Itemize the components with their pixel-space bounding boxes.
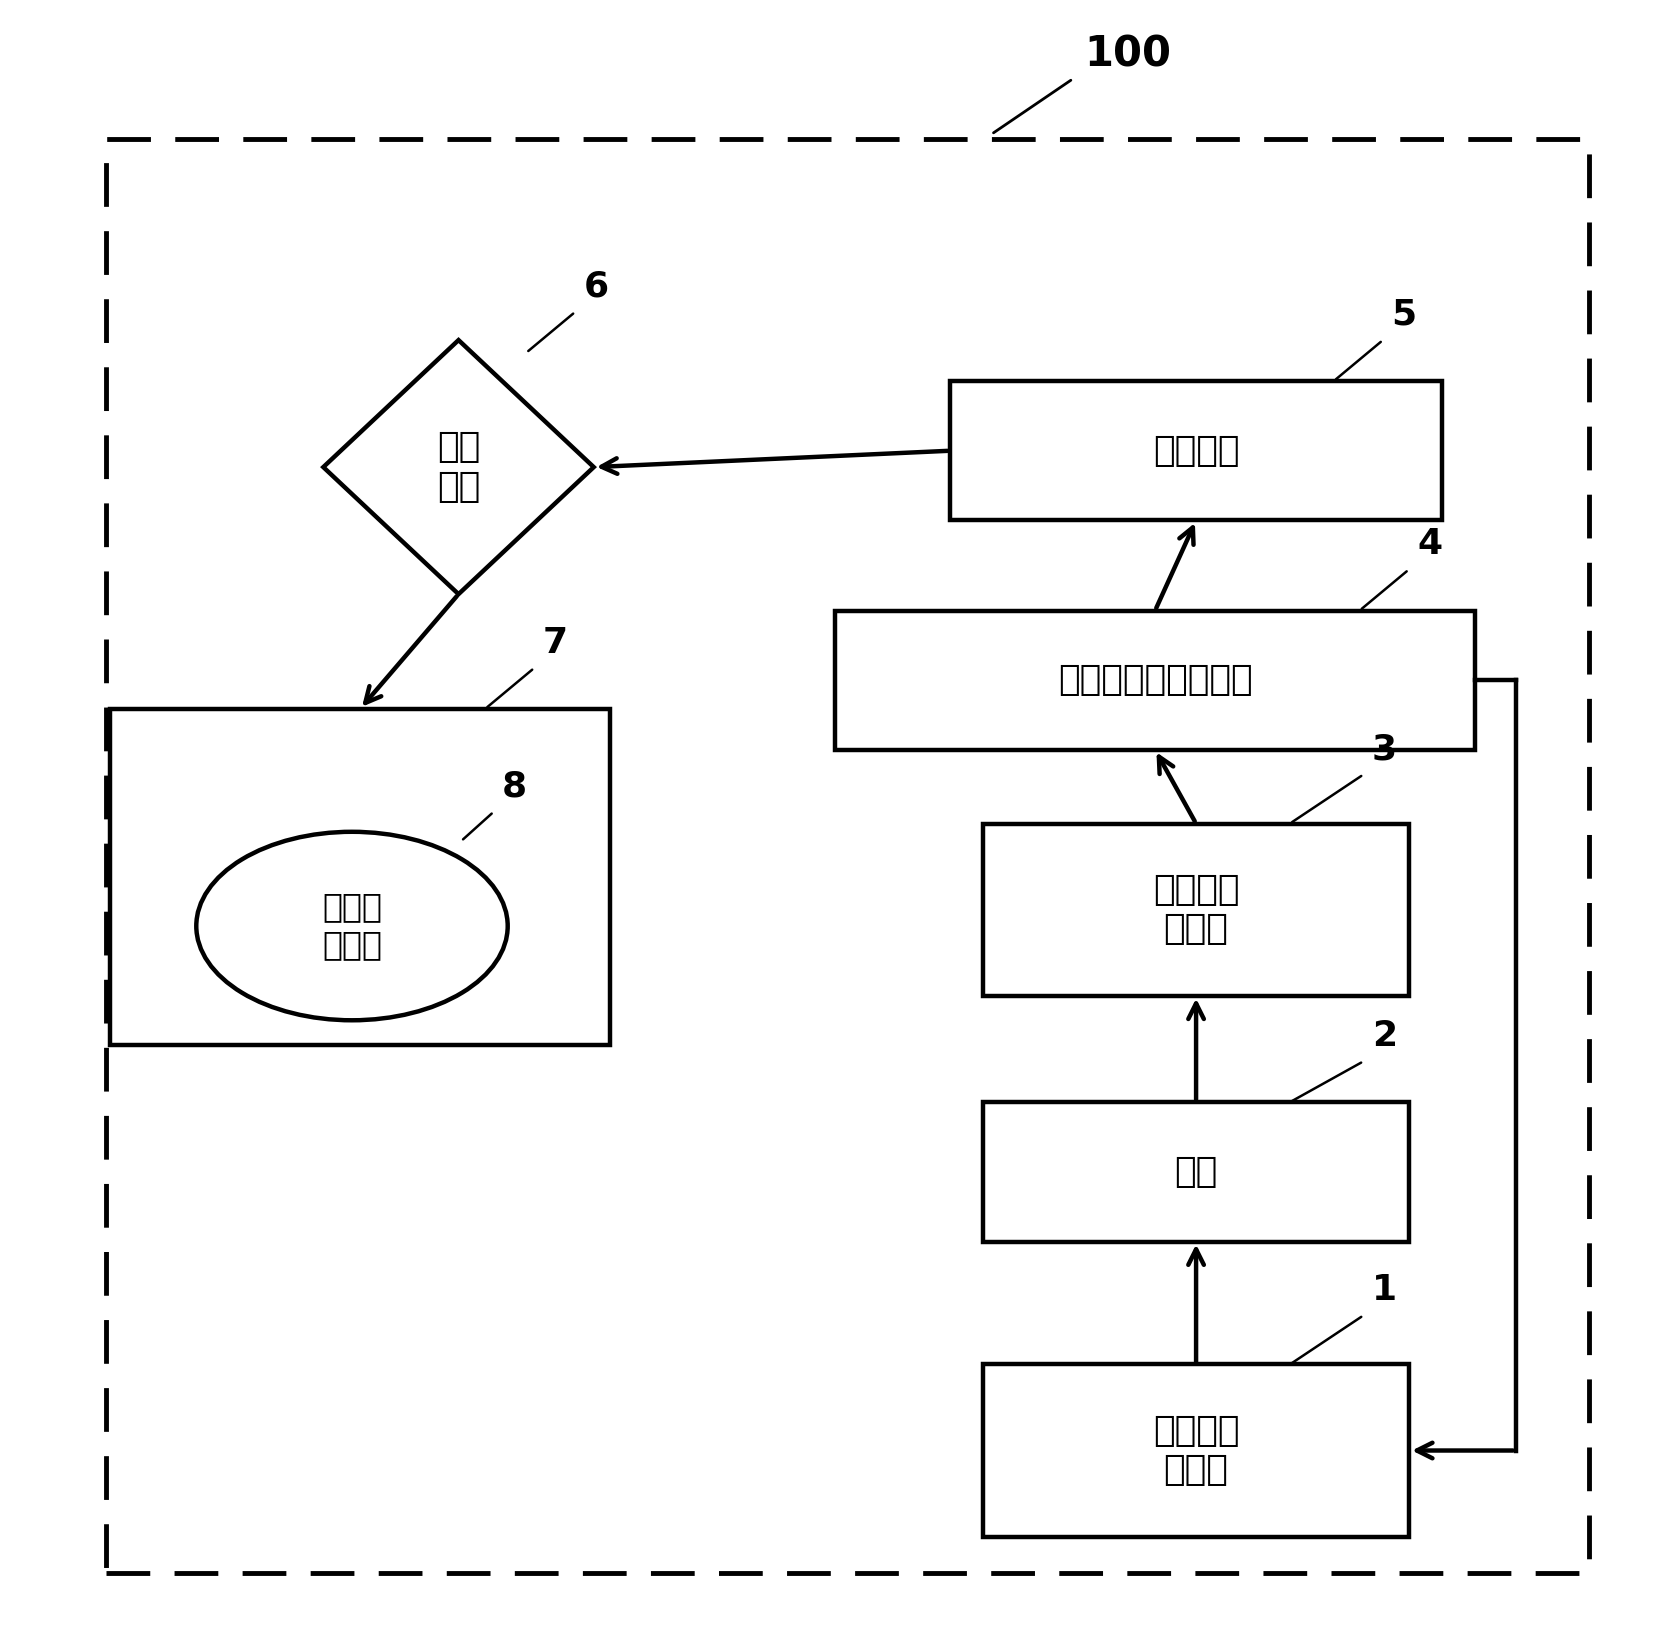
- Text: 接口
电路: 接口 电路: [436, 431, 480, 503]
- Text: 5: 5: [1392, 298, 1417, 331]
- Polygon shape: [323, 341, 593, 595]
- Text: 计算机: 计算机: [328, 860, 393, 893]
- Text: 密度补
偿算法: 密度补 偿算法: [323, 890, 383, 962]
- Text: 高频信号
发生器: 高频信号 发生器: [1153, 1414, 1240, 1487]
- Text: 1: 1: [1372, 1274, 1397, 1308]
- Text: 6: 6: [583, 270, 608, 303]
- Bar: [983, 1103, 1409, 1242]
- Bar: [107, 139, 1589, 1573]
- Bar: [983, 1364, 1409, 1537]
- Text: 3: 3: [1372, 733, 1397, 767]
- Bar: [836, 611, 1475, 751]
- Bar: [983, 824, 1409, 995]
- Bar: [951, 382, 1442, 521]
- Text: 信号调理与检测电路: 信号调理与检测电路: [1058, 664, 1253, 697]
- Text: 100: 100: [1084, 33, 1171, 75]
- Bar: [110, 710, 610, 1046]
- Text: 粮食: 粮食: [1175, 1155, 1218, 1188]
- Ellipse shape: [196, 833, 508, 1019]
- Text: 高频信号
接收器: 高频信号 接收器: [1153, 874, 1240, 946]
- Text: 2: 2: [1372, 1019, 1397, 1054]
- Text: 7: 7: [543, 626, 568, 659]
- Text: 微控制器: 微控制器: [1153, 434, 1240, 467]
- Text: 8: 8: [501, 770, 526, 803]
- Text: 4: 4: [1417, 528, 1442, 561]
